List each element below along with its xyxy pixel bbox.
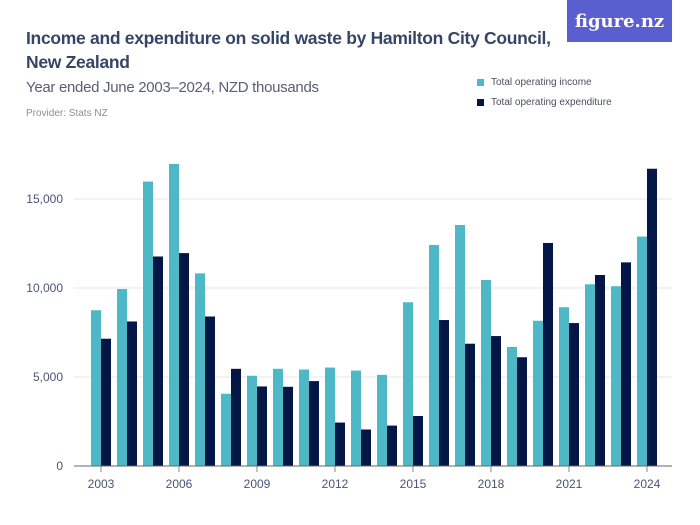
bar-income-2008 <box>221 393 231 466</box>
bar-expenditure-2012 <box>335 422 345 466</box>
bar-expenditure-2010 <box>283 386 293 466</box>
bar-expenditure-2004 <box>127 321 137 466</box>
bar-income-2012 <box>325 367 335 466</box>
legend-label-income: Total operating income <box>491 76 592 88</box>
legend-label-expenditure: Total operating expenditure <box>491 96 612 108</box>
bar-income-2007 <box>195 273 205 466</box>
bar-expenditure-2022 <box>595 275 605 466</box>
bar-expenditure-2018 <box>491 336 501 466</box>
x-tick-label: 2009 <box>244 477 271 491</box>
bar-expenditure-2008 <box>231 368 241 466</box>
bar-income-2003 <box>91 310 101 466</box>
bar-expenditure-2016 <box>439 320 449 466</box>
x-tick-label: 2021 <box>556 477 583 491</box>
bar-income-2017 <box>455 224 465 466</box>
bar-income-2021 <box>559 307 569 466</box>
bar-expenditure-2023 <box>621 262 631 466</box>
bar-income-2023 <box>611 286 621 466</box>
figure-nz-logo[interactable]: figure.nz <box>567 0 672 42</box>
bar-expenditure-2005 <box>153 256 163 466</box>
bar-income-2019 <box>507 346 517 466</box>
x-tick-label: 2015 <box>400 477 427 491</box>
bar-income-2014 <box>377 374 387 466</box>
bar-expenditure-2015 <box>413 415 423 466</box>
bar-expenditure-2006 <box>179 253 189 466</box>
bar-income-2010 <box>273 368 283 466</box>
bar-expenditure-2017 <box>465 343 475 466</box>
bar-expenditure-2024 <box>647 168 657 467</box>
x-tick-label: 2006 <box>166 477 193 491</box>
bar-income-2004 <box>117 289 127 466</box>
y-tick-label: 15,000 <box>26 192 63 206</box>
x-tick-label: 2003 <box>88 477 115 491</box>
provider-label: Provider: Stats NZ <box>26 108 108 119</box>
y-tick-label: 10,000 <box>26 281 63 295</box>
chart-title: Income and expenditure on solid waste by… <box>26 28 551 72</box>
bar-expenditure-2021 <box>569 323 579 466</box>
y-tick-label: 0 <box>56 459 63 473</box>
bar-income-2005 <box>143 181 153 466</box>
bar-expenditure-2020 <box>543 242 553 466</box>
bar-expenditure-2003 <box>101 338 111 466</box>
bar-income-2024 <box>637 236 647 466</box>
chart-subtitle: Year ended June 2003–2024, NZD thousands <box>26 79 319 96</box>
bar-income-2016 <box>429 244 439 466</box>
legend: Total operating income Total operating e… <box>477 72 612 112</box>
bar-expenditure-2011 <box>309 381 319 466</box>
bar-expenditure-2009 <box>257 386 267 466</box>
legend-swatch-expenditure <box>477 98 484 106</box>
bar-expenditure-2007 <box>205 316 215 466</box>
bar-income-2009 <box>247 375 257 466</box>
legend-item-expenditure: Total operating expenditure <box>477 92 612 112</box>
bar-income-2011 <box>299 369 309 466</box>
bar-expenditure-2019 <box>517 357 527 466</box>
x-tick-label: 2018 <box>478 477 505 491</box>
bar-income-2020 <box>533 320 543 466</box>
bar-income-2006 <box>169 163 179 466</box>
bar-income-2018 <box>481 279 491 466</box>
bar-income-2015 <box>403 302 413 466</box>
legend-swatch-income <box>477 78 484 86</box>
x-tick-label: 2024 <box>634 477 661 491</box>
bar-income-2013 <box>351 370 361 466</box>
legend-item-income: Total operating income <box>477 72 612 92</box>
bar-expenditure-2013 <box>361 429 371 466</box>
bar-expenditure-2014 <box>387 425 397 466</box>
bar-income-2022 <box>585 284 595 466</box>
y-tick-label: 5,000 <box>33 370 63 384</box>
x-tick-label: 2012 <box>322 477 349 491</box>
